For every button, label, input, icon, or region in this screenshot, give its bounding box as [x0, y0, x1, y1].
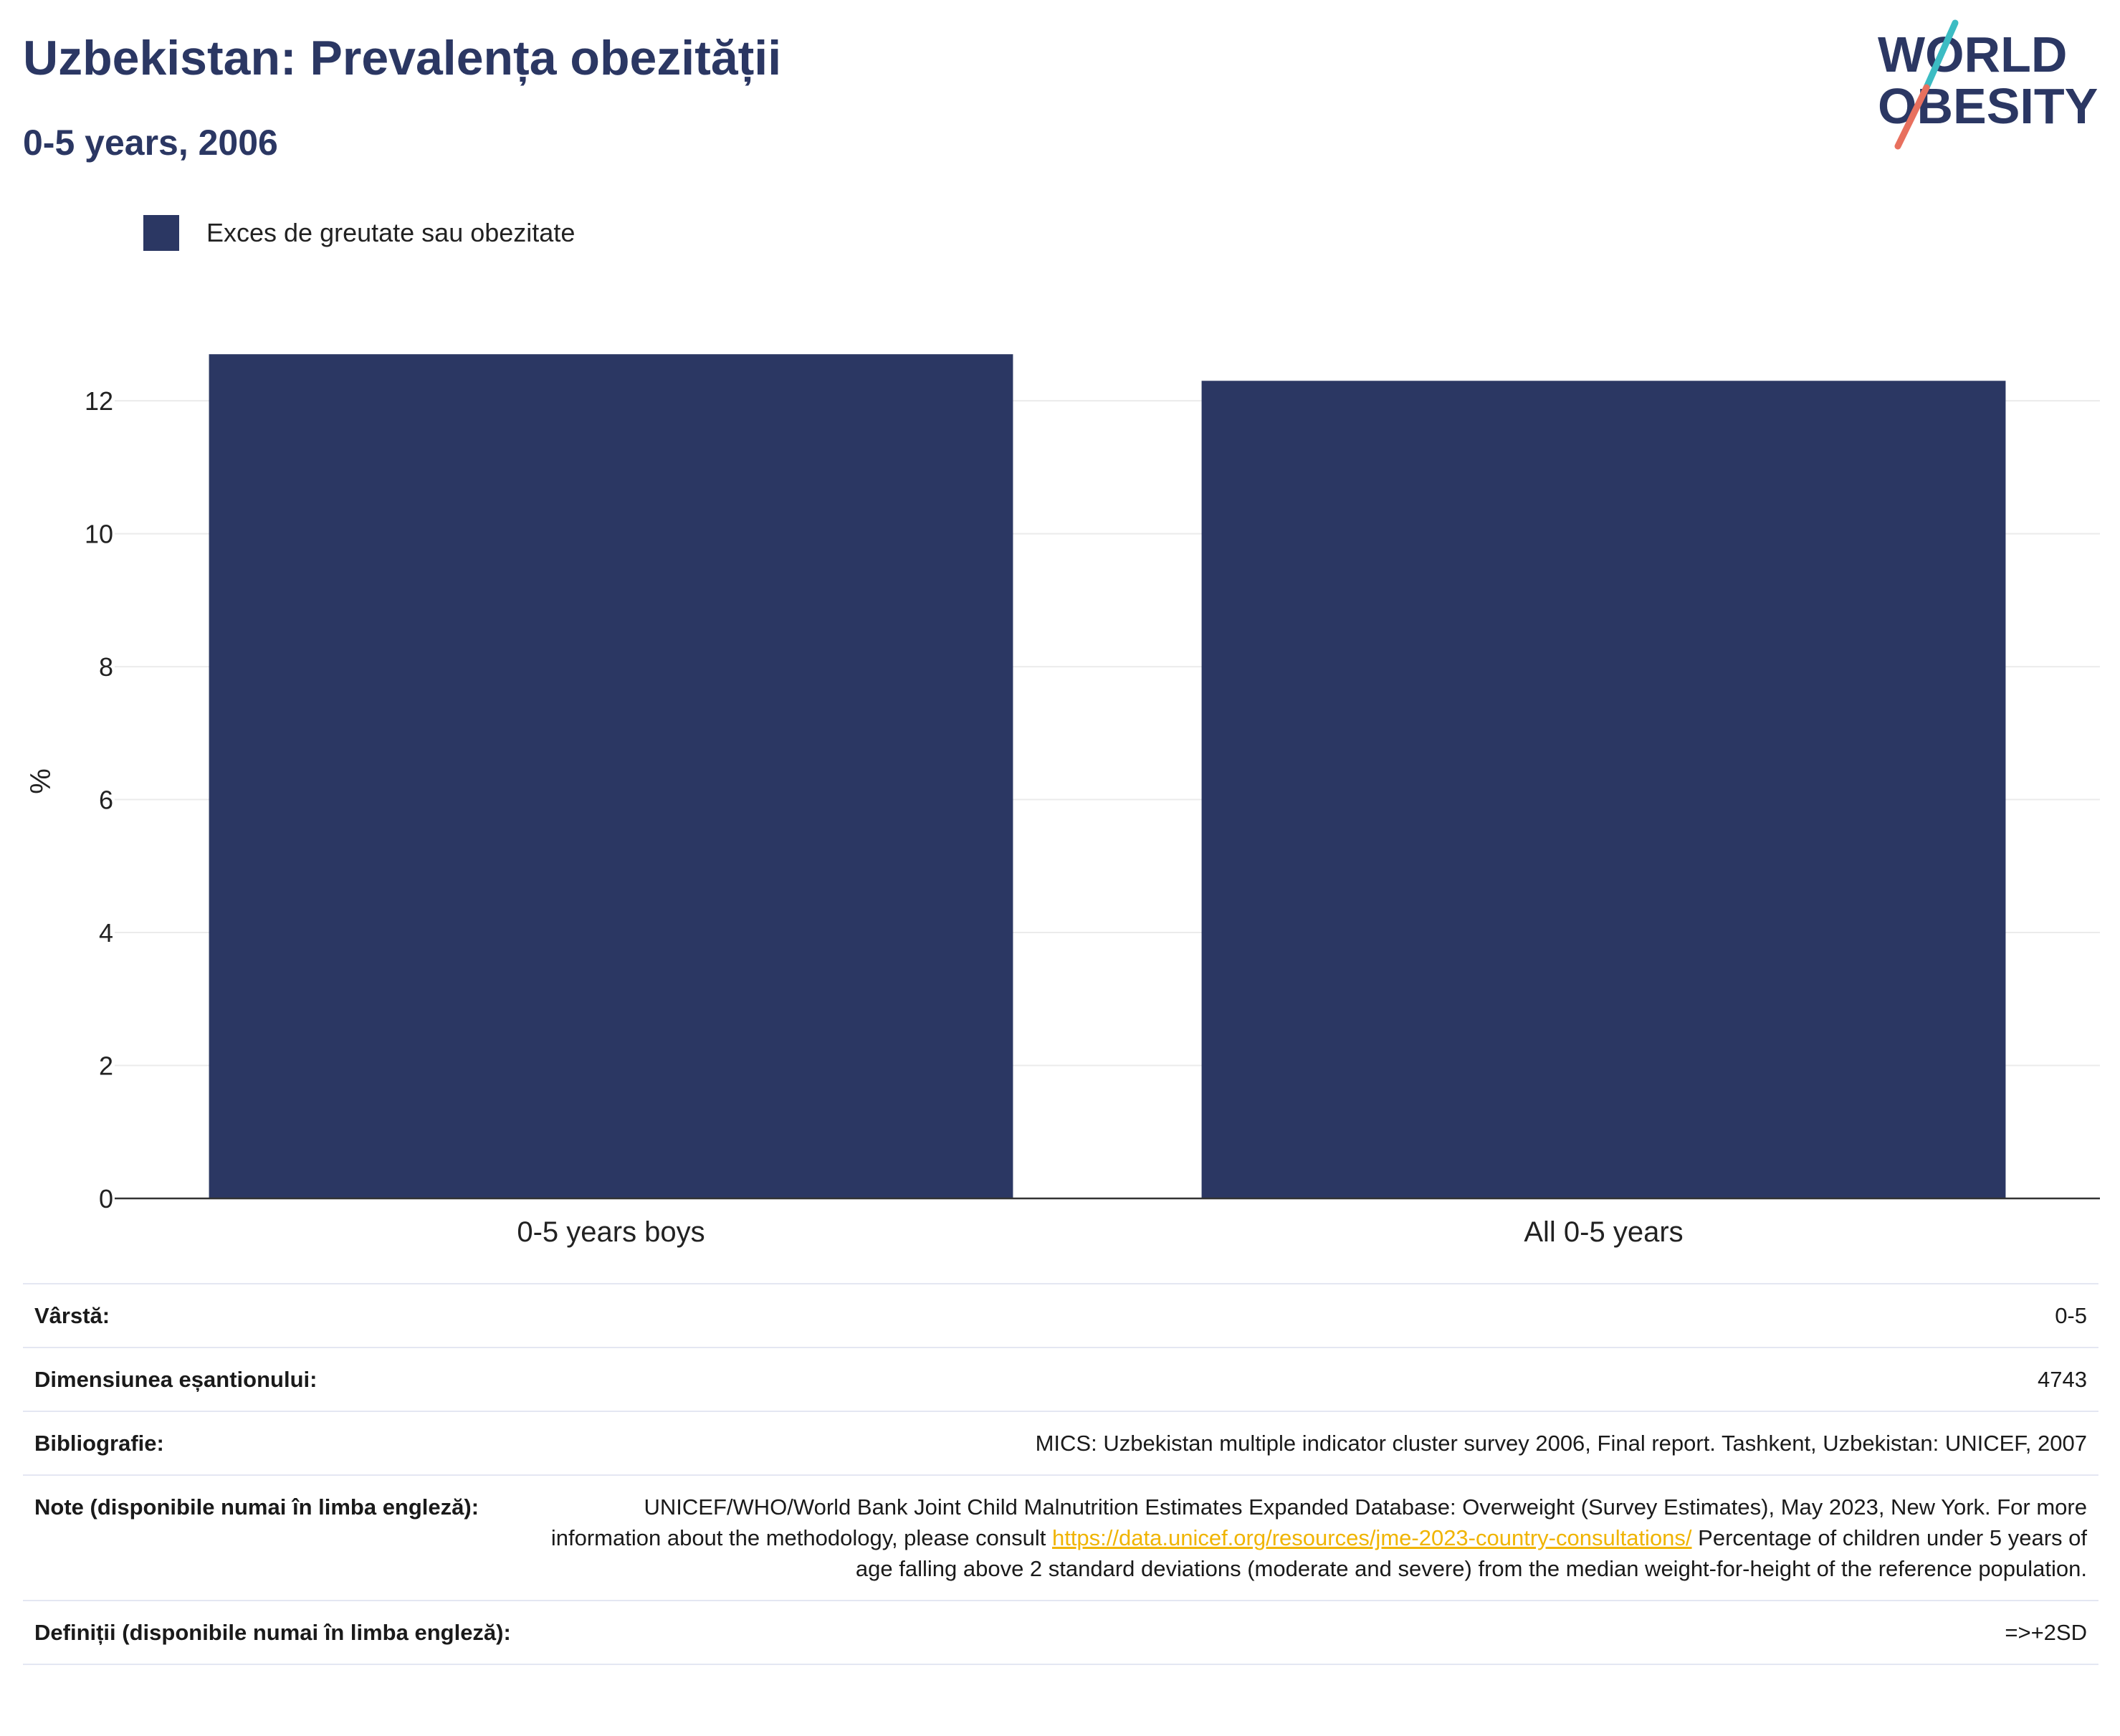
info-row-bibliography: Bibliografie: MICS: Uzbekistan multiple …: [23, 1411, 2098, 1476]
info-row-age: Vârstă: 0-5: [23, 1283, 2098, 1348]
y-tick-label: 0: [99, 1184, 113, 1213]
info-value: 4743: [533, 1347, 2098, 1412]
notes-text-after: Percentage of children under 5 years of …: [855, 1525, 2087, 1581]
legend-swatch: [143, 215, 179, 251]
y-tick-label: 6: [99, 786, 113, 815]
y-tick-labels: 0 2 4 6 8 10 12: [85, 386, 113, 1213]
info-row-sample-size: Dimensiunea eșantionului: 4743: [23, 1347, 2098, 1412]
info-key: Bibliografie:: [23, 1411, 533, 1476]
world-obesity-logo: WORLD OBESITY: [1878, 19, 2098, 150]
page-subtitle: 0-5 years, 2006: [23, 123, 278, 163]
legend-label: Exces de greutate sau obezitate: [206, 218, 576, 247]
y-tick-label: 10: [85, 520, 113, 549]
info-key: Dimensiunea eșantionului:: [23, 1347, 533, 1412]
y-tick-label: 8: [99, 652, 113, 682]
bar-0[interactable]: [209, 354, 1013, 1198]
info-value: MICS: Uzbekistan multiple indicator clus…: [533, 1411, 2098, 1476]
y-tick-label: 4: [99, 918, 113, 948]
bar-1[interactable]: [1201, 381, 2006, 1199]
notes-text-before: UNICEF/WHO/World Bank Joint Child Malnut…: [550, 1494, 2087, 1550]
info-value: 0-5: [533, 1283, 2098, 1348]
bar-chart: 0 2 4 6 8 10 12 0-5 years boys All 0-5 years %: [25, 354, 2100, 1248]
page-title: Uzbekistan: Prevalența obezității: [23, 31, 782, 85]
methodology-link[interactable]: https://data.unicef.org/resources/jme-20…: [1051, 1525, 1692, 1550]
chart-legend[interactable]: Exces de greutate sau obezitate: [143, 215, 575, 251]
y-axis-title: %: [25, 768, 57, 794]
bars-layer: [209, 354, 2006, 1199]
info-key: Definiții (disponibile numai în limba en…: [23, 1600, 533, 1665]
y-tick-label: 2: [99, 1051, 113, 1081]
info-key: Note (disponibile numai în limba engleză…: [23, 1474, 533, 1601]
logo-slash-top: [1923, 19, 1959, 91]
info-value: =>+2SD: [533, 1600, 2098, 1665]
x-tick-label: 0-5 years boys: [517, 1216, 705, 1248]
logo-slash-bottom: [1894, 84, 1930, 150]
logo-text-world: WORLD: [1878, 27, 2067, 82]
x-tick-label: All 0-5 years: [1524, 1216, 1683, 1248]
info-row-definitions: Definiții (disponibile numai în limba en…: [23, 1600, 2098, 1665]
info-key: Vârstă:: [23, 1283, 533, 1348]
info-value: UNICEF/WHO/World Bank Joint Child Malnut…: [533, 1474, 2098, 1601]
y-tick-label: 12: [85, 386, 113, 416]
info-row-notes: Note (disponibile numai în limba engleză…: [23, 1474, 2098, 1601]
x-tick-labels: 0-5 years boys All 0-5 years: [517, 1216, 1683, 1248]
info-table: Vârstă: 0-5 Dimensiunea eșantionului: 47…: [23, 1283, 2098, 1665]
